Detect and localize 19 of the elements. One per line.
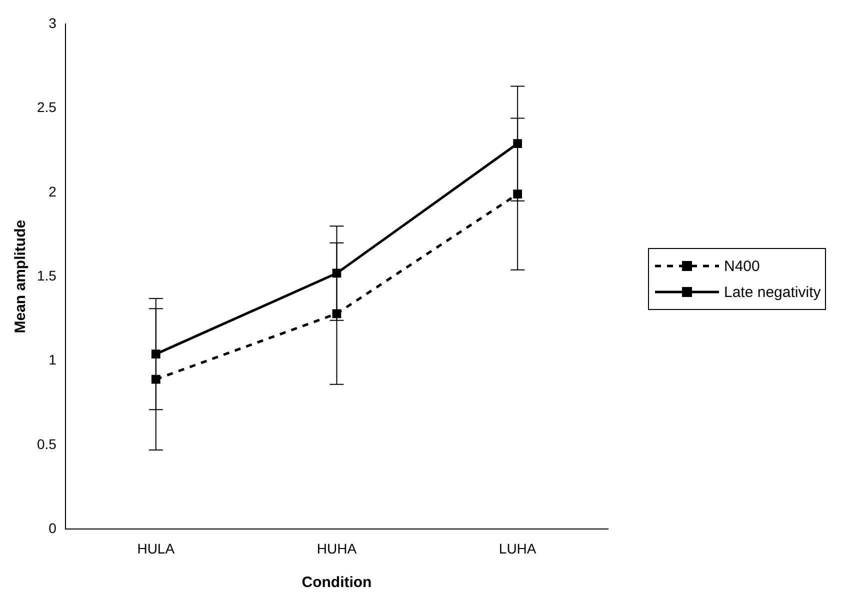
y-tick-label: 0 xyxy=(48,520,57,536)
legend-label: N400 xyxy=(724,258,760,274)
y-axis-title: Mean amplitude xyxy=(12,220,30,334)
y-tick-label: 0.5 xyxy=(36,436,57,452)
y-tick-label: 2 xyxy=(48,183,57,200)
x-tick-label: HUHA xyxy=(316,540,358,556)
y-tick-label: 3 xyxy=(48,14,57,31)
point xyxy=(332,309,342,318)
x-axis-title: Condition xyxy=(302,574,372,592)
point xyxy=(151,374,160,384)
x-tick-label: HULA xyxy=(137,540,176,556)
point xyxy=(151,350,160,358)
x-tick-label: LUHA xyxy=(498,540,537,556)
legend-label: Late negativity xyxy=(724,284,821,300)
point xyxy=(513,139,522,148)
point xyxy=(513,190,522,199)
y-tick-label: 1.5 xyxy=(36,267,57,284)
y-tick-label: 1 xyxy=(48,352,57,368)
y-tick-label: 2.5 xyxy=(36,99,57,116)
